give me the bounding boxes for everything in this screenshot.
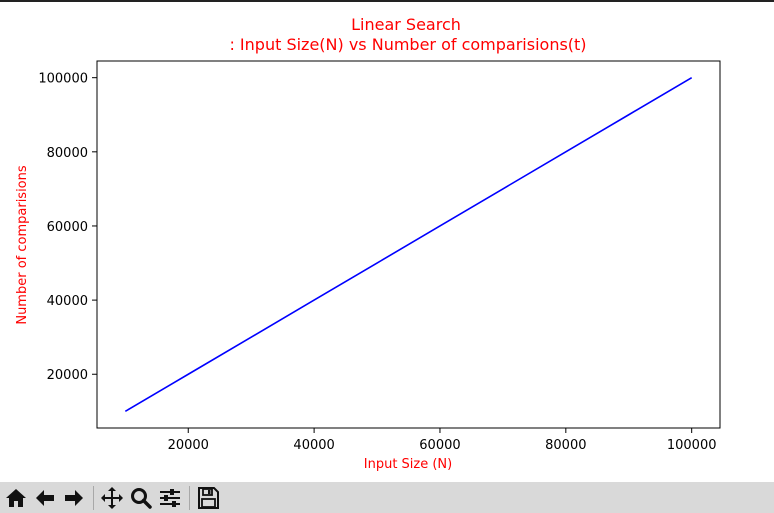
forward-arrow-icon (65, 489, 83, 506)
line-chart: Linear Search : Input Size(N) vs Number … (15, 15, 721, 472)
y-tick-label: 40000 (47, 294, 88, 309)
back-button[interactable] (31, 484, 59, 512)
back-arrow-icon (36, 489, 54, 506)
zoom-button[interactable] (127, 484, 155, 512)
navigation-toolbar (0, 482, 774, 513)
zoom-icon (131, 487, 152, 509)
figure-canvas: Linear Search : Input Size(N) vs Number … (0, 2, 774, 482)
y-axis-label: Number of comparisions (15, 165, 30, 325)
forward-button[interactable] (60, 484, 88, 512)
pan-button[interactable] (98, 484, 126, 512)
window-top-border (0, 0, 774, 2)
x-tick-label: 60000 (419, 438, 460, 453)
y-axis-ticks: 20000 40000 60000 80000 100000 (38, 72, 97, 383)
move-icon (101, 486, 123, 509)
home-button[interactable] (2, 484, 30, 512)
y-tick-label: 60000 (47, 220, 88, 235)
series-line (124, 76, 693, 413)
x-tick-label: 40000 (293, 438, 334, 453)
y-tick-label: 80000 (47, 146, 88, 161)
configure-subplots-button[interactable] (156, 484, 184, 512)
plot-area-frame (96, 60, 721, 429)
x-tick-label: 100000 (667, 438, 717, 453)
x-axis-ticks: 20000 40000 60000 80000 100000 (168, 428, 717, 453)
x-axis-label: Input Size (N) (364, 457, 452, 472)
y-tick-label: 100000 (38, 72, 88, 87)
sliders-icon (160, 488, 180, 507)
save-icon (198, 486, 219, 509)
y-tick-label: 20000 (47, 368, 88, 383)
chart-title-line1: Linear Search (351, 15, 461, 34)
save-button[interactable] (194, 484, 222, 512)
x-tick-label: 20000 (168, 438, 209, 453)
x-tick-label: 80000 (545, 438, 586, 453)
plot-lines (124, 76, 693, 413)
home-icon (6, 488, 26, 507)
toolbar-separator (189, 485, 190, 510)
toolbar-separator (93, 485, 94, 510)
chart-title-line2: : Input Size(N) vs Number of comparision… (229, 35, 586, 54)
